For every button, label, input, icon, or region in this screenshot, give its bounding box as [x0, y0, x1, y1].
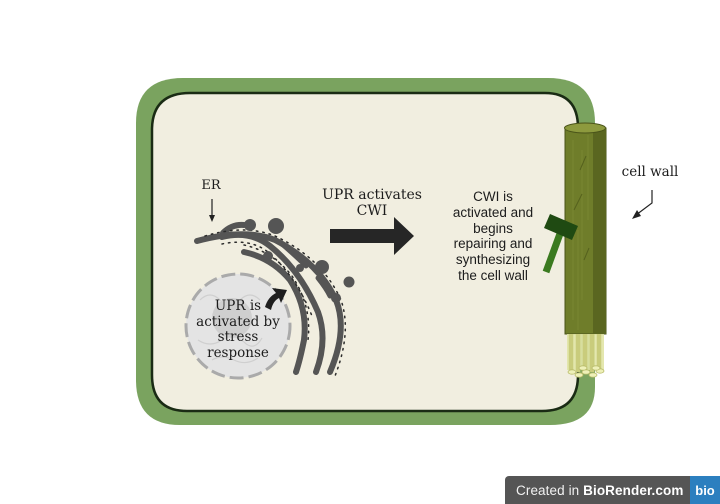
er-label: ER	[201, 178, 221, 193]
upr-to-cwi-arrow	[330, 217, 414, 255]
cell-wall-fiber	[564, 122, 607, 378]
cwi-repair-label: CWI is activated and begins repairing an…	[452, 189, 534, 283]
biorender-watermark[interactable]: Created in BioRender.com bio	[505, 476, 720, 504]
cell-wall-label: cell wall	[621, 164, 679, 180]
er-pointer-arrow	[209, 199, 215, 222]
nucleus	[184, 272, 292, 380]
biorender-logo-icon: bio	[690, 476, 720, 504]
cell-wall-pointer-arrow	[632, 190, 653, 219]
repair-hammer-icon	[542, 214, 578, 274]
upr-stress-response-label: UPR is activated by stress response	[196, 298, 280, 361]
endoplasmic-reticulum	[194, 221, 346, 377]
upr-curved-arrow	[265, 288, 287, 310]
upr-activates-cwi-label: UPR activates CWI	[322, 187, 422, 219]
er-vesicles	[244, 218, 355, 303]
watermark-text: Created in BioRender.com	[516, 482, 684, 498]
